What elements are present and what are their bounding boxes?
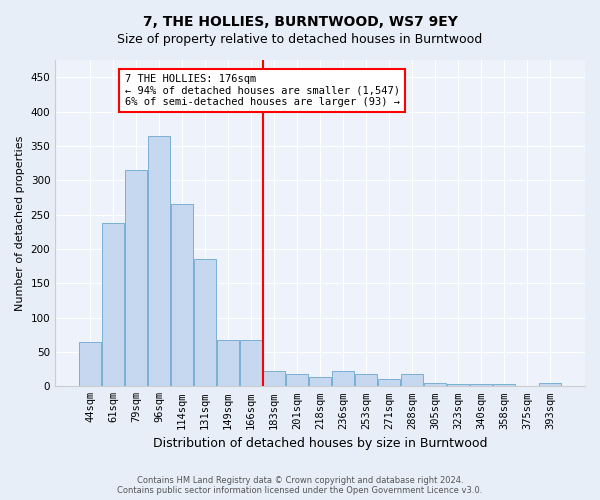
- Bar: [401, 374, 423, 386]
- Y-axis label: Number of detached properties: Number of detached properties: [15, 136, 25, 311]
- Bar: [378, 380, 400, 386]
- X-axis label: Distribution of detached houses by size in Burntwood: Distribution of detached houses by size …: [153, 437, 487, 450]
- Bar: [424, 383, 446, 386]
- Bar: [493, 384, 515, 386]
- Bar: [240, 340, 262, 386]
- Bar: [263, 371, 285, 386]
- Text: Size of property relative to detached houses in Burntwood: Size of property relative to detached ho…: [118, 32, 482, 46]
- Bar: [125, 170, 147, 386]
- Bar: [447, 384, 469, 386]
- Bar: [171, 204, 193, 386]
- Text: 7 THE HOLLIES: 176sqm
← 94% of detached houses are smaller (1,547)
6% of semi-de: 7 THE HOLLIES: 176sqm ← 94% of detached …: [125, 74, 400, 107]
- Bar: [194, 259, 216, 386]
- Bar: [309, 376, 331, 386]
- Bar: [332, 371, 354, 386]
- Text: Contains HM Land Registry data © Crown copyright and database right 2024.
Contai: Contains HM Land Registry data © Crown c…: [118, 476, 482, 495]
- Bar: [355, 374, 377, 386]
- Bar: [217, 340, 239, 386]
- Bar: [102, 224, 124, 386]
- Bar: [539, 383, 561, 386]
- Bar: [470, 384, 492, 386]
- Bar: [148, 136, 170, 386]
- Bar: [286, 374, 308, 386]
- Text: 7, THE HOLLIES, BURNTWOOD, WS7 9EY: 7, THE HOLLIES, BURNTWOOD, WS7 9EY: [143, 15, 457, 29]
- Bar: [79, 342, 101, 386]
